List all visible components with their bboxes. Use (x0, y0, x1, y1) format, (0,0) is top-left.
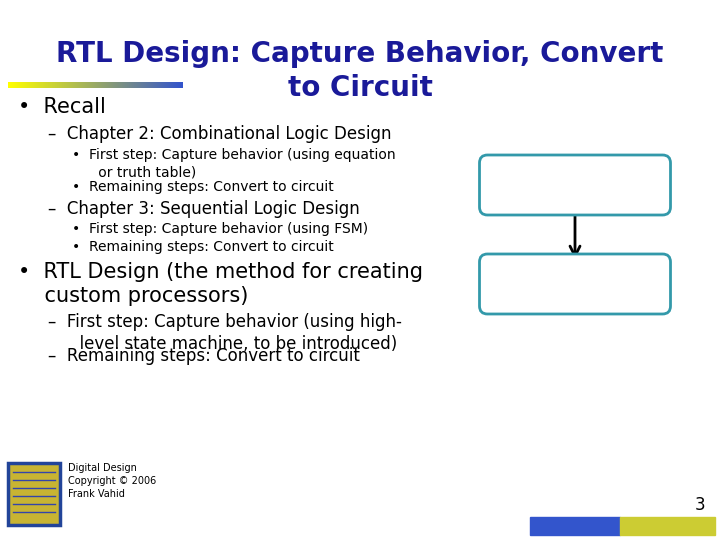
Text: –  First step: Capture behavior (using high-
      level state machine, to be in: – First step: Capture behavior (using hi… (48, 313, 402, 353)
Text: •  RTL Design (the method for creating
    custom processors): • RTL Design (the method for creating cu… (18, 262, 423, 306)
Bar (530, 517, 620, 535)
Text: –  Remaining steps: Convert to circuit: – Remaining steps: Convert to circuit (48, 347, 360, 365)
Text: •  Remaining steps: Convert to circuit: • Remaining steps: Convert to circuit (72, 180, 334, 194)
Bar (8, 463, 60, 525)
Text: •  First step: Capture behavior (using FSM): • First step: Capture behavior (using FS… (72, 222, 368, 236)
Text: •  Recall: • Recall (18, 97, 106, 117)
Text: RTL Design: Capture Behavior, Convert
to Circuit: RTL Design: Capture Behavior, Convert to… (56, 40, 664, 102)
FancyBboxPatch shape (480, 155, 670, 215)
Text: Digital Design
Copyright © 2006
Frank Vahid: Digital Design Copyright © 2006 Frank Va… (68, 463, 156, 500)
Text: –  Chapter 3: Sequential Logic Design: – Chapter 3: Sequential Logic Design (48, 200, 360, 218)
Text: Capture behavior: Capture behavior (508, 178, 642, 192)
Text: •  First step: Capture behavior (using equation
      or truth table): • First step: Capture behavior (using eq… (72, 148, 395, 180)
FancyBboxPatch shape (480, 254, 670, 314)
Text: 3: 3 (694, 496, 705, 514)
Text: –  Chapter 2: Combinational Logic Design: – Chapter 2: Combinational Logic Design (48, 125, 392, 143)
Bar (620, 517, 715, 535)
Text: Convert to circuit: Convert to circuit (508, 276, 642, 292)
Bar (8, 463, 60, 525)
Text: •  Remaining steps: Convert to circuit: • Remaining steps: Convert to circuit (72, 240, 334, 254)
